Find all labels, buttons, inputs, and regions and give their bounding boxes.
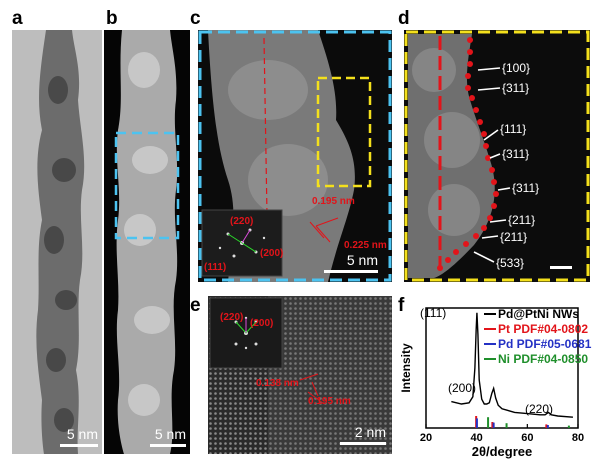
haadf-image-d: {100} {311} {111} {311} {311} {211} {211… (404, 30, 590, 282)
x-tick-label-20: 20 (420, 432, 432, 444)
facet-label-3: {111} (500, 122, 527, 136)
xrd-axes: 20 40 60 80 2θ/degree Intensity (399, 307, 584, 459)
tem-image-a: 5 nm (12, 30, 102, 454)
peak-label-200: (200) (448, 381, 477, 395)
plot-frame (425, 307, 579, 429)
haadf-image-c: (220) (111) (200) 0.195 nm 0.225 nm 5 nm (198, 30, 392, 282)
d-spacing-c-2: 0.225 nm (344, 240, 387, 251)
fft-label-e-1: (220) (220, 312, 244, 323)
fft-label-c-2: (111) (204, 262, 227, 273)
haadf-image-b: 5 nm (104, 30, 190, 454)
fft-label-e-2: (200) (250, 318, 274, 329)
legend-ni: Ni PDF#04-0850 (498, 352, 589, 366)
fft-label-c-3: (200) (260, 248, 284, 259)
panel-letter-a: a (12, 8, 23, 29)
nanowire-b (104, 30, 190, 454)
xrd-chart: 20 40 60 80 2θ/degree Intensity (399, 307, 584, 459)
legend-pt: Pt PDF#04-0802 (498, 322, 589, 336)
facet-label-1: {100} (502, 61, 531, 75)
legend-pd: Pd PDF#05-0681 (498, 337, 592, 351)
lattice-image-e (208, 296, 392, 454)
scale-bar-b: 5 nm (142, 426, 186, 447)
y-axis-label: Intensity (399, 343, 413, 393)
nanowire-a (12, 30, 102, 454)
facet-label-6: {211} (508, 213, 536, 227)
panel-letter-e: e (190, 295, 201, 316)
panel-letter-b: b (106, 8, 118, 29)
surface-facets-d (404, 30, 590, 282)
d-spacing-e-1: 0.138 nm (256, 378, 299, 389)
panel-letter-c: c (190, 8, 201, 29)
peak-label-220: (220) (525, 402, 554, 416)
facet-label-2: {311} (502, 81, 530, 95)
fft-inset-c (201, 209, 283, 277)
nanowire-c (198, 30, 392, 282)
xrd-pattern-line (451, 312, 573, 418)
haadf-image-e: (220) (200) 0.138 nm 0.195 nm 2 nm (208, 296, 392, 454)
facet-label-7: {211} (500, 230, 528, 244)
legend-pdptni: Pd@PtNi NWs (498, 307, 580, 321)
scale-bar-c: 5 nm (324, 252, 378, 273)
x-tick-label-80: 80 (572, 432, 584, 444)
panel-letter-f: f (398, 295, 405, 316)
scale-bar-a: 5 nm (52, 426, 98, 447)
scale-bar-e: 2 nm (334, 424, 386, 445)
d-spacing-c-1: 0.195 nm (312, 196, 355, 207)
scale-label-a: 5 nm (66, 426, 98, 442)
scale-label-b: 5 nm (154, 426, 186, 442)
facet-label-5: {311} (512, 181, 540, 195)
xrd-series (451, 312, 573, 428)
x-tick-label-40: 40 (471, 432, 483, 444)
facet-label-4: {311} (502, 147, 530, 161)
d-spacing-e-2: 0.195 nm (308, 396, 351, 407)
scale-label-e: 2 nm (354, 424, 386, 440)
fft-label-c-1: (220) (230, 216, 254, 227)
facet-label-8: {533} (496, 256, 525, 270)
peak-label-111: (111) (420, 306, 447, 320)
x-tick-label-60: 60 (521, 432, 533, 444)
panel-letter-d: d (398, 8, 410, 29)
x-axis-label: 2θ/degree (472, 444, 533, 459)
fft-inset-e (209, 297, 283, 369)
scale-label-c: 5 nm (346, 252, 378, 268)
